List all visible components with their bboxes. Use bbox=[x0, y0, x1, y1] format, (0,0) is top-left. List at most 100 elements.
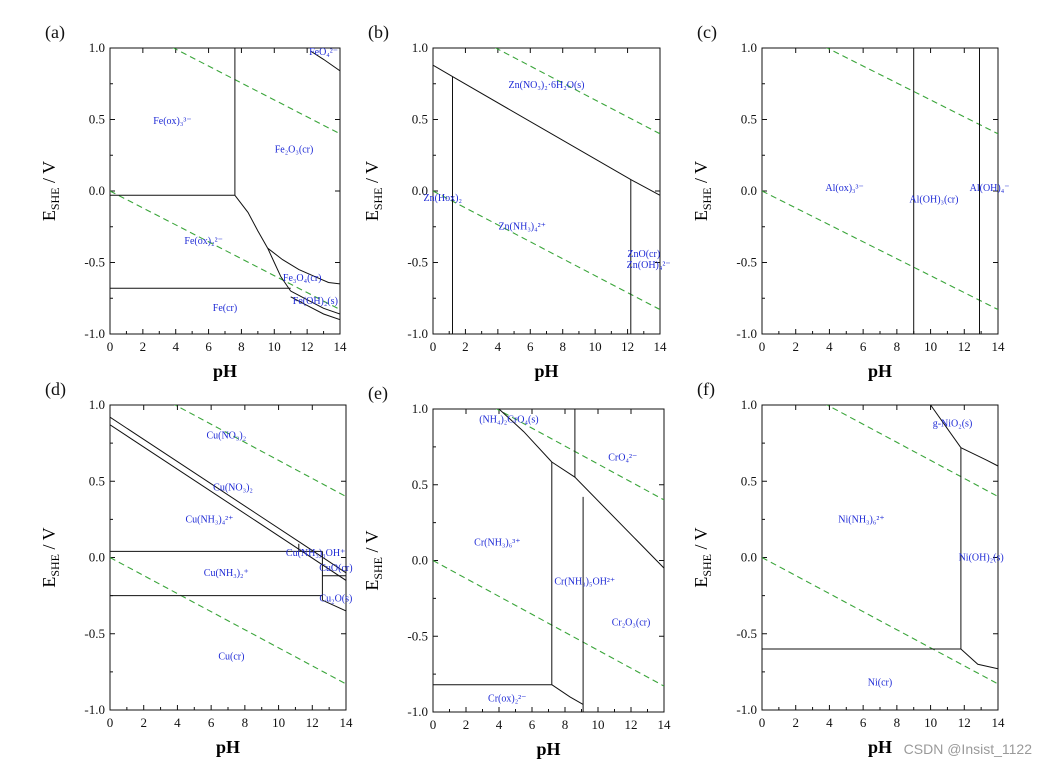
x-tick-label: 10 bbox=[924, 715, 937, 730]
species-label: Cr(ox)₂²⁻ bbox=[488, 693, 526, 704]
y-tick-label: -1.0 bbox=[407, 326, 428, 341]
species-label: FeO₄²⁻ bbox=[309, 47, 338, 58]
species-label: Zn(Hox)₂ bbox=[423, 193, 461, 204]
x-tick-label: 0 bbox=[107, 715, 114, 730]
x-tick-label: 14 bbox=[658, 717, 672, 732]
panel-letter: (e) bbox=[368, 383, 388, 404]
x-tick-label: 8 bbox=[559, 339, 566, 354]
x-tick-label: 8 bbox=[562, 717, 569, 732]
x-axis-title: pH bbox=[534, 361, 558, 381]
species-label: Fe(cr) bbox=[213, 303, 237, 314]
y-tick-label: -0.5 bbox=[736, 626, 757, 641]
y-axis-title: ESHE / V bbox=[362, 161, 385, 221]
water-oxidation-line bbox=[825, 48, 998, 135]
watermark: CSDN @Insist_1122 bbox=[904, 741, 1033, 757]
x-tick-label: 6 bbox=[527, 339, 534, 354]
x-tick-label: 4 bbox=[826, 715, 833, 730]
plot-frame bbox=[109, 47, 341, 335]
species-label: Fe₂O₃(cr) bbox=[275, 144, 314, 155]
panel-d: (d) 0 2 4 6 8 10 12 14 1.0 0.5 0.0 -0.5 -1.0 pH ESHE / … bbox=[39, 379, 353, 757]
species-label: Ni(cr) bbox=[868, 678, 892, 689]
water-reduction-line bbox=[762, 190, 998, 311]
y-tick-label: 1.0 bbox=[89, 40, 105, 55]
phase-boundary bbox=[551, 461, 664, 569]
x-tick-label: 14 bbox=[334, 339, 348, 354]
species-label: Al(ox)₃³⁻ bbox=[825, 183, 863, 194]
x-tick-label: 2 bbox=[463, 717, 470, 732]
x-axis-title: pH bbox=[213, 361, 237, 381]
y-tick-label: -1.0 bbox=[84, 326, 105, 341]
x-tick-label: 12 bbox=[301, 339, 314, 354]
phase-boundary bbox=[310, 50, 340, 72]
plot-area bbox=[762, 48, 998, 334]
x-tick-label: 12 bbox=[306, 715, 319, 730]
phase-boundary bbox=[960, 648, 998, 670]
y-axis-title: ESHE / V bbox=[39, 527, 62, 587]
y-tick-label: -0.5 bbox=[407, 628, 428, 643]
panel-f: (f) 0 2 4 6 8 10 12 14 1.0 0.5 0.0 -0.5 -1.0 pH ESHE / … bbox=[691, 379, 1006, 757]
y-tick-label: 0.5 bbox=[741, 473, 757, 488]
species-label: ZnO(cr) bbox=[627, 249, 660, 260]
x-tick-label: 8 bbox=[894, 715, 901, 730]
y-tick-label: -0.5 bbox=[736, 255, 757, 270]
x-tick-label: 0 bbox=[107, 339, 114, 354]
x-tick-label: 14 bbox=[654, 339, 668, 354]
phase-boundary bbox=[290, 290, 340, 315]
species-label: Cu(NO₃)₂ bbox=[213, 482, 253, 493]
y-axis-title: ESHE / V bbox=[362, 530, 385, 590]
panel-letter: (b) bbox=[368, 22, 389, 43]
y-tick-label: -1.0 bbox=[84, 702, 105, 717]
species-label: Ni(OH)₂(s) bbox=[959, 553, 1004, 564]
x-tick-label: 0 bbox=[430, 717, 437, 732]
plot-area bbox=[762, 405, 998, 685]
y-tick-label: -1.0 bbox=[407, 704, 428, 719]
x-tick-label: 2 bbox=[792, 715, 799, 730]
x-tick-label: 2 bbox=[140, 715, 147, 730]
y-tick-label: 0.5 bbox=[412, 112, 428, 127]
x-tick-label: 10 bbox=[272, 715, 285, 730]
species-label: Cu(NH₃)₃OH⁺ bbox=[286, 548, 345, 559]
plot-area bbox=[110, 48, 340, 321]
phase-boundary bbox=[433, 64, 660, 196]
x-tick-label: 8 bbox=[894, 339, 901, 354]
y-tick-label: 1.0 bbox=[741, 40, 757, 55]
water-reduction-line bbox=[110, 190, 340, 311]
species-label: Fe(ox)₂²⁻ bbox=[184, 236, 222, 247]
y-axis-title: ESHE / V bbox=[691, 527, 714, 587]
species-label: Fe(OH)₂(s) bbox=[293, 296, 338, 307]
species-label: Al(OH)₄⁻ bbox=[970, 183, 1010, 194]
species-label: Zn(NH₃)₄²⁺ bbox=[498, 222, 545, 233]
y-tick-label: 0.0 bbox=[89, 550, 105, 565]
y-tick-label: 1.0 bbox=[89, 397, 105, 412]
x-tick-label: 14 bbox=[992, 715, 1006, 730]
x-tick-label: 4 bbox=[495, 339, 502, 354]
y-tick-label: 1.0 bbox=[741, 397, 757, 412]
water-reduction-line bbox=[110, 557, 346, 685]
x-tick-label: 0 bbox=[759, 339, 766, 354]
water-reduction-line bbox=[762, 557, 998, 685]
y-tick-label: 0.0 bbox=[741, 183, 757, 198]
water-oxidation-line bbox=[172, 48, 340, 135]
x-tick-label: 4 bbox=[174, 715, 181, 730]
x-tick-label: 12 bbox=[958, 339, 971, 354]
x-tick-label: 0 bbox=[430, 339, 437, 354]
species-label: CuO(cr) bbox=[319, 563, 352, 574]
panel-e: (e) 0 2 4 6 8 10 12 14 1.0 0.5 0.0 -0.5 -1.0 pH ESHE / … bbox=[362, 383, 672, 759]
x-tick-label: 2 bbox=[140, 339, 147, 354]
phase-boundary bbox=[498, 409, 553, 463]
x-tick-label: 4 bbox=[496, 717, 503, 732]
x-tick-label: 12 bbox=[958, 715, 971, 730]
y-tick-label: 0.5 bbox=[412, 477, 428, 492]
water-oxidation-line bbox=[494, 48, 660, 135]
species-label: Cr(NH₃)₅OH²⁺ bbox=[554, 577, 615, 588]
plot-area bbox=[433, 48, 660, 334]
species-label: Zn(OH)₄²⁻ bbox=[627, 260, 671, 271]
plot-area bbox=[110, 405, 346, 685]
x-tick-label: 6 bbox=[529, 717, 536, 732]
y-tick-label: 0.0 bbox=[741, 550, 757, 565]
y-axis-title: ESHE / V bbox=[691, 161, 714, 221]
y-tick-label: 0.0 bbox=[412, 553, 428, 568]
y-tick-label: 0.0 bbox=[89, 183, 105, 198]
phase-boundary bbox=[267, 247, 340, 285]
